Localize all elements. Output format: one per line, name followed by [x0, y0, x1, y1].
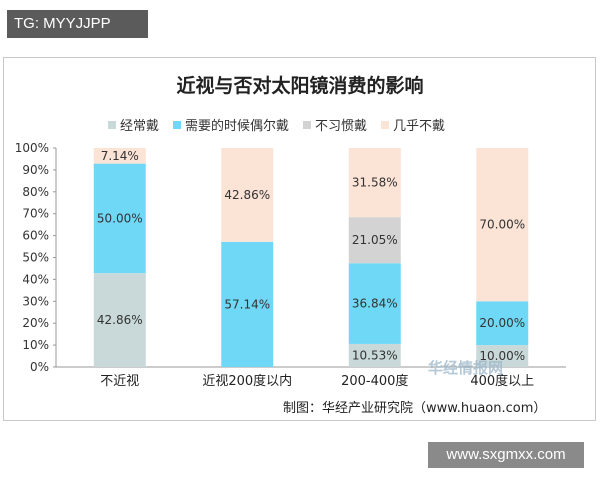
- legend-label-not-used-to: 不习惯戴: [315, 119, 368, 134]
- data-label: 70.00%: [479, 218, 525, 232]
- legend-item-almost-never: 几乎不戴: [381, 115, 445, 134]
- data-label: 10.00%: [479, 349, 525, 363]
- bar-segment: [348, 263, 401, 344]
- bar-segment: [348, 148, 401, 218]
- legend-item-when-needed: 需要的时候偶尔戴: [173, 115, 289, 134]
- legend-item-often: 经常戴: [108, 115, 159, 134]
- watermark-logo: 华经情报网: [428, 359, 504, 377]
- x-tick-label: 近视200度以内: [202, 373, 292, 389]
- data-label: 10.53%: [352, 348, 398, 362]
- chart-legend: 经常戴 需要的时候偶尔戴 不习惯戴 几乎不戴: [108, 115, 445, 134]
- bar-segment: [476, 345, 529, 367]
- legend-label-when-needed: 需要的时候偶尔戴: [185, 119, 290, 134]
- bar-segment: [476, 148, 529, 302]
- chart-title: 近视与否对太阳镜消费的影响: [176, 75, 424, 97]
- y-tick-label: 70%: [22, 207, 49, 221]
- y-tick-label: 40%: [22, 272, 49, 286]
- data-label: 21.05%: [352, 233, 398, 247]
- tg-badge: TG: MYYJJPP: [7, 10, 148, 38]
- bar-segment: [348, 217, 401, 264]
- legend-swatch-when-needed: [173, 120, 182, 129]
- data-label: 31.58%: [352, 176, 398, 190]
- y-tick-label: 30%: [22, 294, 49, 308]
- data-label: 57.14%: [224, 297, 270, 311]
- legend-swatch-often: [108, 120, 116, 129]
- stacked-bar-chart: 0% 10% 20% 30% 40% 50% 60% 70% 80% 90% 100% 42.86% 5…: [15, 141, 566, 389]
- watermark-url: www.sxgmxx.com: [428, 442, 584, 468]
- bar-segment: [348, 343, 401, 367]
- y-tick-label: 80%: [22, 185, 49, 199]
- legend-label-almost-never: 几乎不戴: [393, 119, 446, 134]
- y-tick-label: 100%: [15, 141, 49, 155]
- data-label: 50.00%: [97, 211, 143, 225]
- bar-segment: [93, 273, 146, 367]
- y-tick-label: 90%: [22, 163, 49, 177]
- bar-segment: [93, 148, 146, 164]
- legend-label-often: 经常戴: [120, 119, 160, 134]
- y-tick-label: 50%: [22, 251, 49, 265]
- source-note: 制图：华经产业研究院（www.huaon.com）: [283, 401, 547, 416]
- x-tick-label: 200-400度: [341, 373, 408, 389]
- bar-segment: [221, 148, 274, 242]
- y-tick-label: 0%: [30, 360, 49, 374]
- bar-segment: [221, 241, 274, 367]
- x-tick-label: 不近视: [100, 374, 139, 389]
- legend-item-not-used-to: 不习惯戴: [303, 115, 367, 134]
- data-label: 20.00%: [479, 316, 525, 330]
- data-label: 42.86%: [97, 313, 143, 327]
- data-label: 7.14%: [101, 149, 139, 163]
- data-label: 36.84%: [352, 297, 398, 311]
- bar-segment: [476, 301, 529, 346]
- legend-swatch-not-used-to: [303, 120, 312, 129]
- data-label: 42.86%: [224, 188, 270, 202]
- y-tick-label: 60%: [22, 229, 49, 243]
- legend-swatch-almost-never: [381, 120, 390, 129]
- x-tick-label: 400度以上: [470, 373, 534, 389]
- y-tick-label: 10%: [22, 338, 49, 352]
- bar-segment: [93, 163, 146, 274]
- y-tick-label: 20%: [22, 316, 49, 330]
